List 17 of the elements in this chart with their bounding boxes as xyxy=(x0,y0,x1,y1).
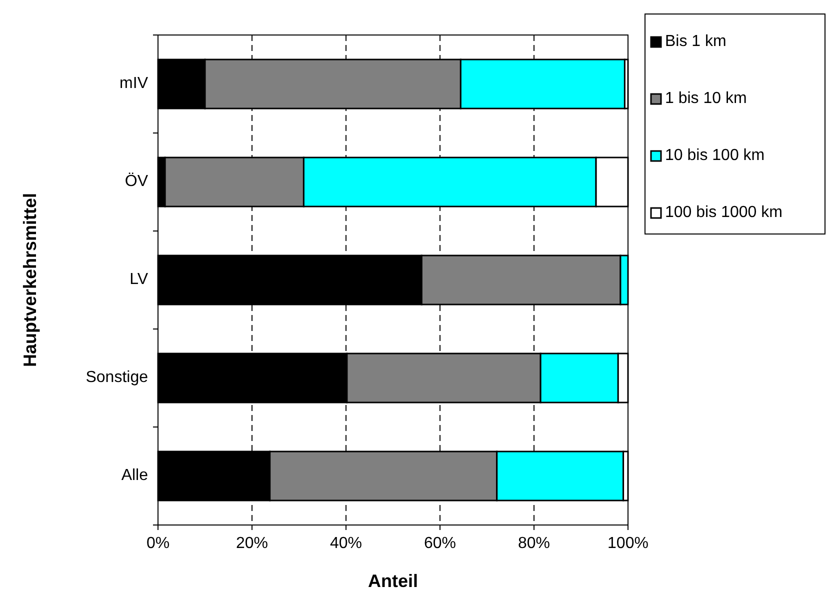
x-tick-label: 80% xyxy=(518,535,550,552)
x-tick-label: 20% xyxy=(236,535,268,552)
x-tick-label: 0% xyxy=(146,535,170,552)
y-tick-label: LV xyxy=(130,271,148,288)
x-axis-title: Anteil xyxy=(368,571,418,591)
y-tick-label: ÖV xyxy=(124,172,148,190)
legend-label: Bis 1 km xyxy=(665,33,726,50)
x-tick-label: 100% xyxy=(608,535,648,552)
y-axis-title: Hauptverkehrsmittel xyxy=(20,192,40,368)
x-tick-label: 60% xyxy=(424,535,456,552)
y-tick-label: Alle xyxy=(121,467,148,484)
x-tick-label: 40% xyxy=(330,535,362,552)
legend-label: 1 bis 10 km xyxy=(665,90,747,108)
legend-label: 100 bis 1000 km xyxy=(665,204,782,222)
y-tick-label: Sonstige xyxy=(86,369,148,386)
y-tick-label: mIV xyxy=(120,75,148,92)
legend-label: 10 bis 100 km xyxy=(665,147,765,164)
